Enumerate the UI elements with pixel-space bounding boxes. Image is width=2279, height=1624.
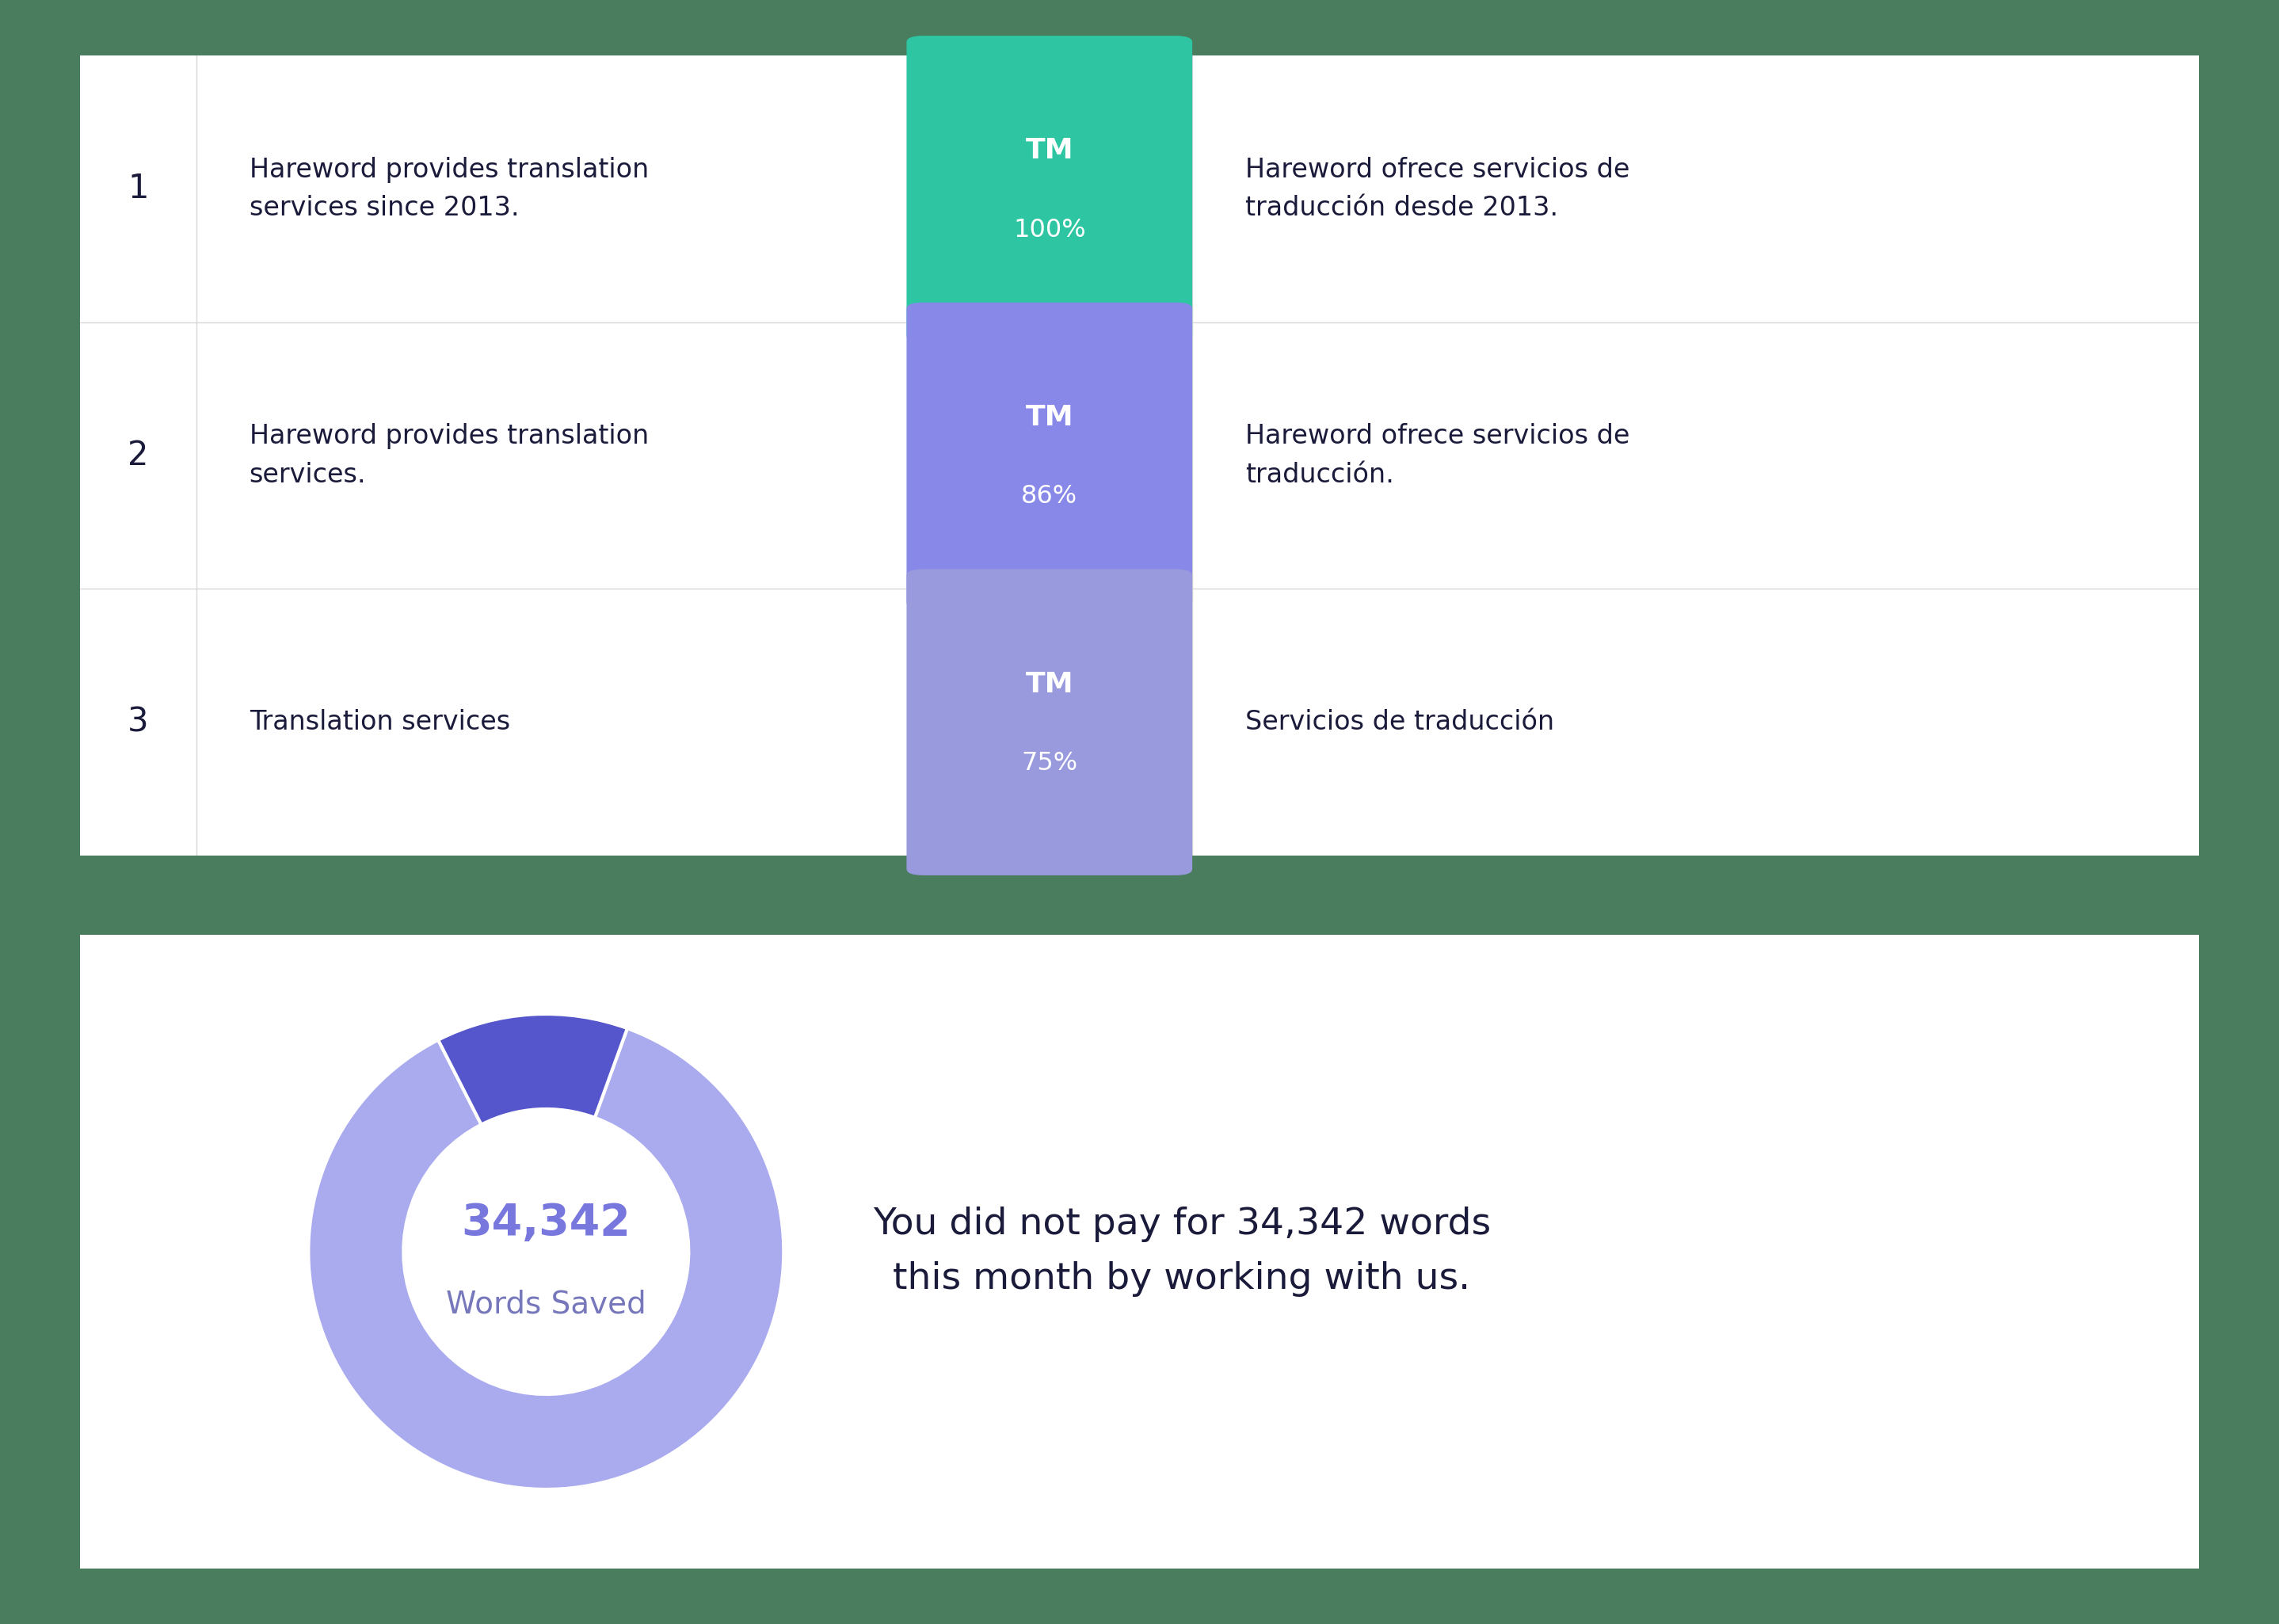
- FancyBboxPatch shape: [48, 44, 2231, 867]
- Wedge shape: [308, 1028, 784, 1489]
- Text: Hareword ofrece servicios de
traducción desde 2013.: Hareword ofrece servicios de traducción …: [1244, 156, 1629, 221]
- Text: Hareword provides translation
services since 2013.: Hareword provides translation services s…: [248, 156, 650, 221]
- Text: Servicios de traducción: Servicios de traducción: [1244, 710, 1554, 736]
- Text: 75%: 75%: [1021, 750, 1078, 776]
- Text: 3: 3: [128, 705, 148, 739]
- Text: You did not pay for 34,342 words
this month by working with us.: You did not pay for 34,342 words this mo…: [873, 1207, 1490, 1298]
- Text: Words Saved: Words Saved: [447, 1289, 647, 1319]
- Text: Translation services: Translation services: [248, 710, 510, 736]
- Text: 100%: 100%: [1014, 218, 1085, 242]
- Text: TM: TM: [1026, 404, 1073, 430]
- Text: TM: TM: [1026, 136, 1073, 164]
- Text: 1: 1: [128, 172, 148, 206]
- Text: TM: TM: [1026, 671, 1073, 698]
- Text: 2: 2: [128, 438, 148, 473]
- Wedge shape: [438, 1013, 627, 1124]
- Text: 34,342: 34,342: [460, 1202, 631, 1244]
- FancyBboxPatch shape: [907, 36, 1192, 343]
- FancyBboxPatch shape: [48, 926, 2231, 1579]
- FancyBboxPatch shape: [907, 568, 1192, 875]
- Text: 86%: 86%: [1021, 484, 1078, 508]
- Text: Hareword ofrece servicios de
traducción.: Hareword ofrece servicios de traducción.: [1244, 424, 1629, 487]
- FancyBboxPatch shape: [907, 302, 1192, 609]
- Text: Hareword provides translation
services.: Hareword provides translation services.: [248, 424, 650, 487]
